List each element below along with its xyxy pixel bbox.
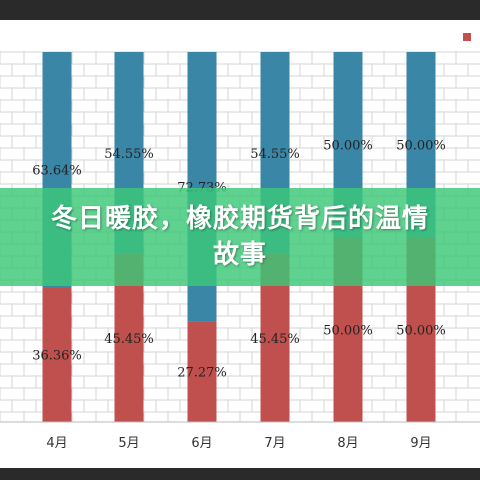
- label-red-6: 50.00%: [323, 324, 373, 339]
- x-tick-label-2: 4月: [46, 436, 67, 451]
- label-blue-5: 54.55%: [250, 147, 300, 162]
- label-red-7: 50.00%: [396, 324, 446, 339]
- bar-red-4: [187, 321, 217, 422]
- bar-red-2: [42, 287, 72, 422]
- label-blue-6: 50.00%: [323, 139, 373, 154]
- x-tick-label-6: 8月: [337, 436, 358, 451]
- label-blue-3: 54.55%: [104, 147, 154, 162]
- x-tick-label-5: 7月: [264, 436, 285, 451]
- label-red-2: 36.36%: [32, 349, 82, 364]
- x-tick-label-3: 5月: [118, 436, 139, 451]
- label-red-5: 45.45%: [250, 332, 300, 347]
- label-red-3: 45.45%: [104, 332, 154, 347]
- legend-marker-red: [463, 33, 471, 41]
- label-red-4: 27.27%: [177, 366, 227, 381]
- x-tick-label-4: 6月: [191, 436, 212, 451]
- x-tick-label-7: 9月: [410, 436, 431, 451]
- label-blue-2: 63.64%: [32, 164, 82, 179]
- x-axis: 4月 5月 6月 7月 8月 9月: [0, 421, 480, 451]
- banner-title: 冬日暖胶，橡胶期货背后的温情故事: [50, 204, 429, 270]
- label-blue-7: 50.00%: [396, 139, 446, 154]
- title-banner: 冬日暖胶，橡胶期货背后的温情故事: [0, 188, 480, 286]
- legend: [463, 33, 471, 41]
